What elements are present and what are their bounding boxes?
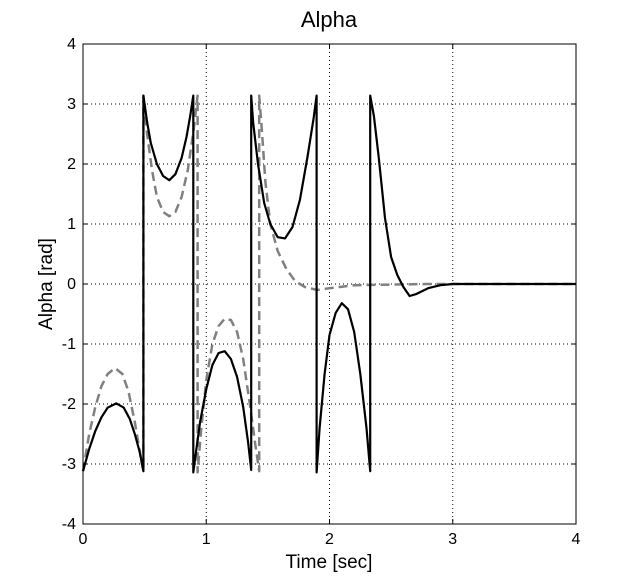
y-tick-label: 3 — [67, 96, 76, 113]
solid-series-line — [81, 94, 576, 474]
y-tick-label: -4 — [62, 516, 76, 533]
x-tick-label: 0 — [79, 531, 88, 548]
y-axis-label: Alpha [rad] — [36, 238, 57, 330]
y-tick-label: 0 — [67, 276, 76, 293]
x-tick-label: 1 — [202, 531, 211, 548]
y-tick-label: 1 — [67, 216, 76, 233]
y-tick-label: -1 — [62, 336, 76, 353]
y-tick-label: -2 — [62, 396, 76, 413]
x-tick-label: 2 — [325, 531, 334, 548]
plot-series-group — [81, 94, 576, 474]
x-tick-label: 4 — [572, 531, 581, 548]
tick-marks — [82, 43, 577, 525]
x-axis-label: Time [sec] — [286, 552, 373, 573]
chart-title: Alpha — [301, 7, 358, 32]
y-tick-label: 2 — [67, 156, 76, 173]
dashed-series-line — [81, 94, 576, 474]
y-tick-label: 4 — [67, 36, 76, 53]
x-tick-labels: 0 1 2 3 4 — [79, 531, 581, 548]
y-tick-label: -3 — [62, 456, 76, 473]
y-tick-labels: -4 -3 -2 -1 0 1 2 3 4 — [62, 36, 76, 533]
x-tick-label: 3 — [448, 531, 457, 548]
